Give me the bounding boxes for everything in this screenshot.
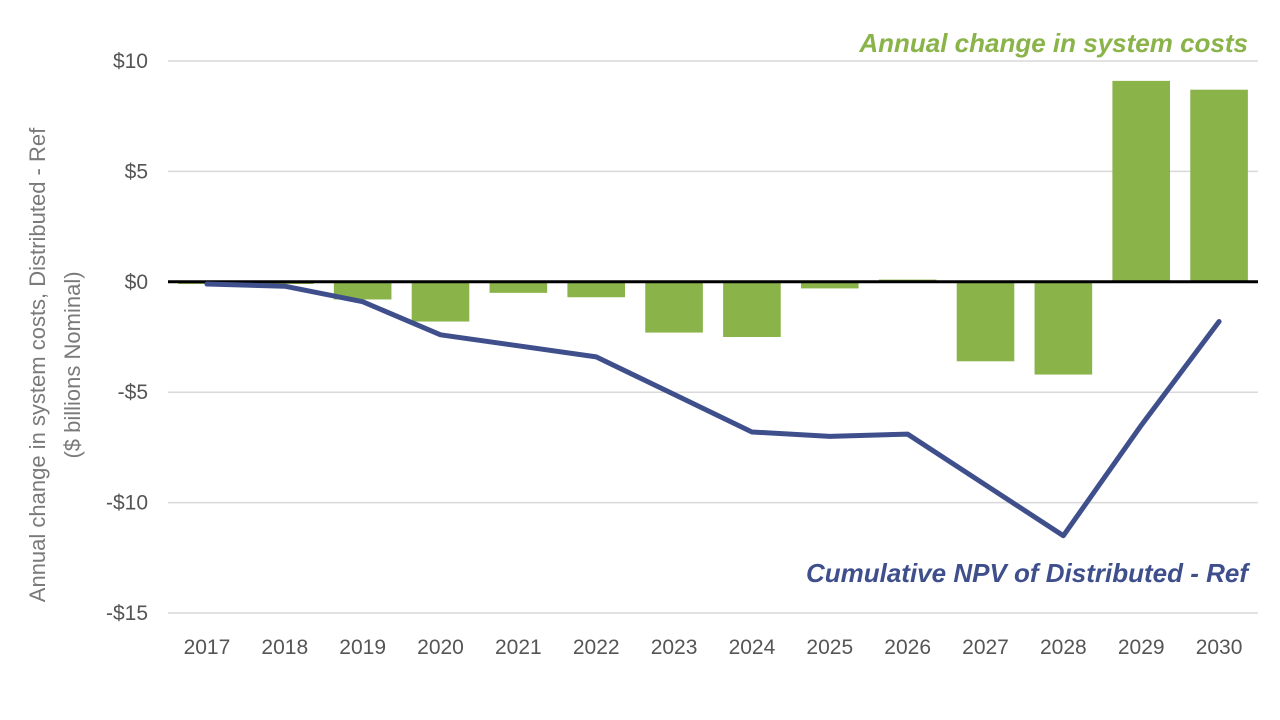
y-axis-label-line1: Annual change in system costs, Distribut… xyxy=(25,127,50,602)
cumulative-npv-line xyxy=(204,281,1222,539)
x-tick-label: 2027 xyxy=(962,636,1009,659)
bar-2021 xyxy=(489,281,548,293)
y-tick-label: -$10 xyxy=(106,492,148,515)
bar-2024 xyxy=(723,281,781,337)
y-axis-label-line2: ($ billions Nominal) xyxy=(60,271,85,458)
x-tick-label: 2021 xyxy=(495,636,542,659)
line-series-annotation: Cumulative NPV of Distributed - Ref xyxy=(806,558,1250,588)
x-tick-label: 2023 xyxy=(651,636,698,659)
x-tick-label: 2025 xyxy=(806,636,853,659)
bar-series-annotation: Annual change in system costs xyxy=(858,28,1248,58)
bar-2022 xyxy=(567,281,626,298)
bar-2020 xyxy=(411,281,470,322)
y-tick-labels: $10 $5 $0 -$5 -$10 -$15 xyxy=(106,50,148,625)
bar-2023 xyxy=(645,281,703,333)
y-tick-label: $0 xyxy=(125,271,148,294)
x-tick-label: 2018 xyxy=(261,636,308,659)
x-tick-label: 2024 xyxy=(729,636,776,659)
x-tick-label: 2028 xyxy=(1040,636,1087,659)
gridlines xyxy=(168,60,1258,614)
x-tick-label: 2026 xyxy=(884,636,931,659)
bar-2019 xyxy=(333,281,392,300)
x-tick-labels: 2017 2018 2019 2020 2021 2022 2023 2024 2025 2026… xyxy=(184,636,1243,659)
x-tick-label: 2019 xyxy=(339,636,386,659)
y-tick-label: -$5 xyxy=(118,381,148,404)
x-tick-label: 2030 xyxy=(1196,636,1243,659)
x-tick-label: 2017 xyxy=(184,636,231,659)
x-tick-label: 2020 xyxy=(417,636,464,659)
bar-2027 xyxy=(956,281,1015,362)
y-tick-label: $10 xyxy=(113,50,148,73)
y-tick-label: -$15 xyxy=(106,602,148,625)
bar-2030 xyxy=(1190,89,1248,282)
bar-2025 xyxy=(800,281,859,289)
bar-2029 xyxy=(1112,80,1171,282)
bar-2028 xyxy=(1034,281,1093,375)
y-tick-label: $5 xyxy=(125,160,148,183)
x-tick-label: 2029 xyxy=(1118,636,1165,659)
bar-series xyxy=(178,80,1248,375)
x-tick-label: 2022 xyxy=(573,636,620,659)
